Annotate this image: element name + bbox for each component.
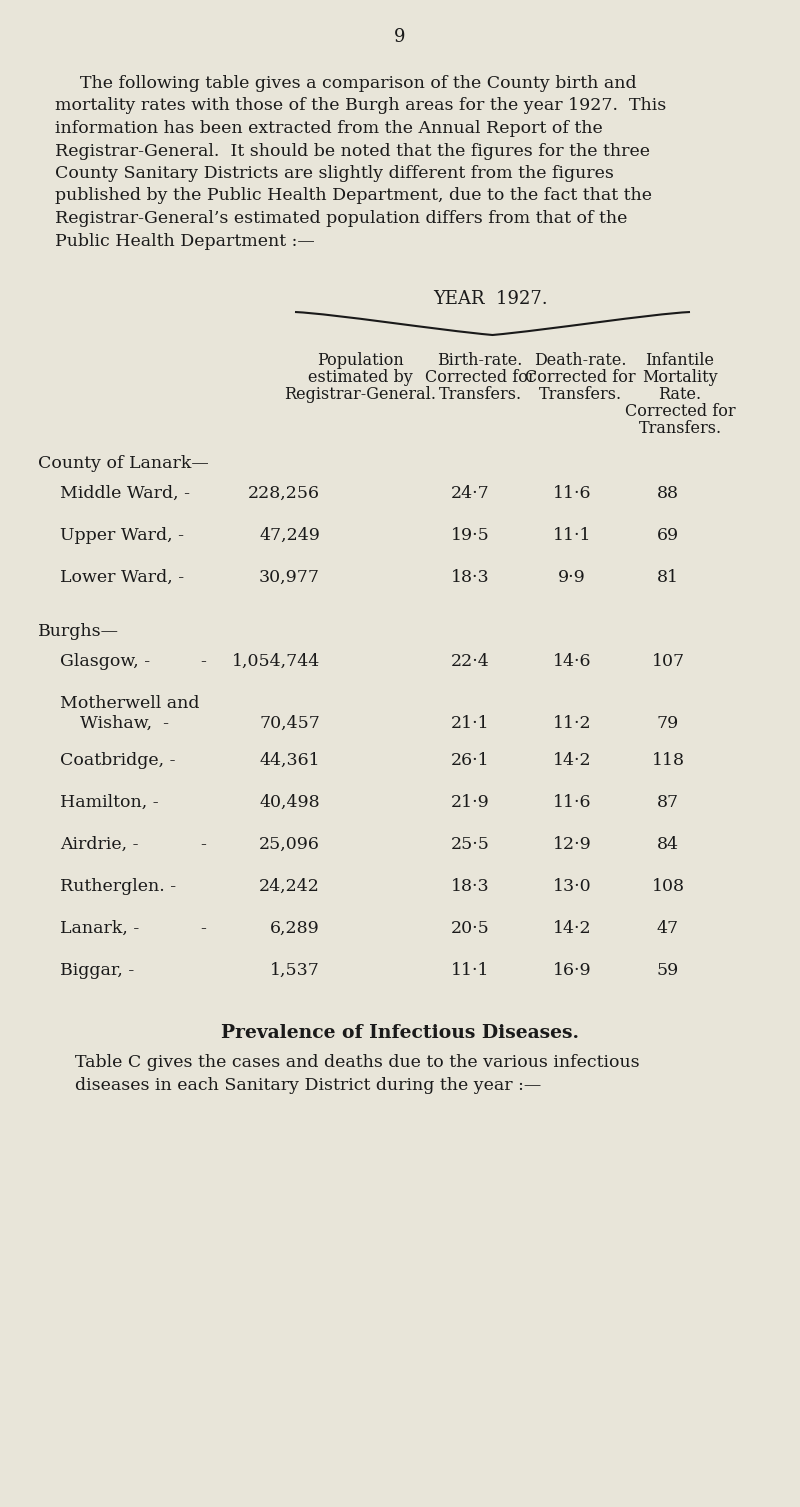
Text: Coatbridge, -: Coatbridge, - (60, 752, 175, 769)
Text: Wishaw,  -: Wishaw, - (80, 714, 169, 732)
Text: mortality rates with those of the Burgh areas for the year 1927.  This: mortality rates with those of the Burgh … (55, 98, 666, 115)
Text: Registrar-General.: Registrar-General. (284, 386, 436, 402)
Text: Corrected for: Corrected for (525, 369, 635, 386)
Text: Transfers.: Transfers. (438, 386, 522, 402)
Text: Lower Ward, -: Lower Ward, - (60, 570, 184, 586)
Text: 6,289: 6,289 (270, 919, 320, 937)
Text: 107: 107 (651, 653, 685, 671)
Text: 25·5: 25·5 (450, 836, 490, 853)
Text: 20·5: 20·5 (450, 919, 490, 937)
Text: Transfers.: Transfers. (638, 420, 722, 437)
Text: County Sanitary Districts are slightly different from the figures: County Sanitary Districts are slightly d… (55, 164, 614, 182)
Text: 14·6: 14·6 (553, 653, 591, 671)
Text: 81: 81 (657, 570, 679, 586)
Text: 11·6: 11·6 (553, 485, 591, 502)
Text: 14·2: 14·2 (553, 752, 591, 769)
Text: 70,457: 70,457 (259, 714, 320, 732)
Text: Infantile: Infantile (646, 353, 714, 369)
Text: 25,096: 25,096 (259, 836, 320, 853)
Text: 12·9: 12·9 (553, 836, 591, 853)
Text: 44,361: 44,361 (259, 752, 320, 769)
Text: 18·3: 18·3 (450, 570, 490, 586)
Text: 87: 87 (657, 794, 679, 811)
Text: Prevalence of Infectious Diseases.: Prevalence of Infectious Diseases. (221, 1023, 579, 1041)
Text: 1,537: 1,537 (270, 961, 320, 980)
Text: Corrected for: Corrected for (425, 369, 535, 386)
Text: The following table gives a comparison of the County birth and: The following table gives a comparison o… (80, 75, 637, 92)
Text: estimated by: estimated by (308, 369, 412, 386)
Text: Airdrie, -: Airdrie, - (60, 836, 138, 853)
Text: 108: 108 (651, 879, 685, 895)
Text: Glasgow, -: Glasgow, - (60, 653, 150, 671)
Text: 21·9: 21·9 (450, 794, 490, 811)
Text: Table C gives the cases and deaths due to the various infectious: Table C gives the cases and deaths due t… (75, 1053, 640, 1071)
Text: Mortality: Mortality (642, 369, 718, 386)
Text: 30,977: 30,977 (259, 570, 320, 586)
Text: 19·5: 19·5 (450, 527, 490, 544)
Text: 59: 59 (657, 961, 679, 980)
Text: 24·7: 24·7 (450, 485, 490, 502)
Text: Birth-rate.: Birth-rate. (438, 353, 522, 369)
Text: Biggar, -: Biggar, - (60, 961, 134, 980)
Text: Motherwell and: Motherwell and (60, 695, 199, 711)
Text: 79: 79 (657, 714, 679, 732)
Text: 11·1: 11·1 (450, 961, 490, 980)
Text: Rutherglen. -: Rutherglen. - (60, 879, 176, 895)
Text: 47,249: 47,249 (259, 527, 320, 544)
Text: 84: 84 (657, 836, 679, 853)
Text: 18·3: 18·3 (450, 879, 490, 895)
Text: -: - (200, 919, 206, 937)
Text: Public Health Department :—: Public Health Department :— (55, 232, 314, 250)
Text: 9·9: 9·9 (558, 570, 586, 586)
Text: Corrected for: Corrected for (625, 402, 735, 420)
Text: 228,256: 228,256 (248, 485, 320, 502)
Text: Burghs—: Burghs— (38, 622, 119, 640)
Text: diseases in each Sanitary District during the year :—: diseases in each Sanitary District durin… (75, 1076, 542, 1094)
Text: 47: 47 (657, 919, 679, 937)
Text: 88: 88 (657, 485, 679, 502)
Text: information has been extracted from the Annual Report of the: information has been extracted from the … (55, 121, 602, 137)
Text: Hamilton, -: Hamilton, - (60, 794, 158, 811)
Text: Lanark, -: Lanark, - (60, 919, 139, 937)
Text: Registrar-General’s estimated population differs from that of the: Registrar-General’s estimated population… (55, 209, 627, 228)
Text: 9: 9 (394, 29, 406, 47)
Text: 11·2: 11·2 (553, 714, 591, 732)
Text: 16·9: 16·9 (553, 961, 591, 980)
Text: 14·2: 14·2 (553, 919, 591, 937)
Text: Middle Ward, -: Middle Ward, - (60, 485, 190, 502)
Text: YEAR  1927.: YEAR 1927. (433, 289, 547, 307)
Text: 1,054,744: 1,054,744 (232, 653, 320, 671)
Text: 24,242: 24,242 (259, 879, 320, 895)
Text: Upper Ward, -: Upper Ward, - (60, 527, 184, 544)
Text: -: - (200, 653, 206, 671)
Text: Registrar-General.  It should be noted that the figures for the three: Registrar-General. It should be noted th… (55, 143, 650, 160)
Text: 69: 69 (657, 527, 679, 544)
Text: 22·4: 22·4 (450, 653, 490, 671)
Text: 13·0: 13·0 (553, 879, 591, 895)
Text: 40,498: 40,498 (259, 794, 320, 811)
Text: Population: Population (317, 353, 403, 369)
Text: -: - (200, 836, 206, 853)
Text: 21·1: 21·1 (450, 714, 490, 732)
Text: 118: 118 (651, 752, 685, 769)
Text: County of Lanark—: County of Lanark— (38, 455, 209, 472)
Text: 26·1: 26·1 (450, 752, 490, 769)
Text: Death-rate.: Death-rate. (534, 353, 626, 369)
Text: Rate.: Rate. (658, 386, 702, 402)
Text: Transfers.: Transfers. (538, 386, 622, 402)
Text: 11·1: 11·1 (553, 527, 591, 544)
Text: published by the Public Health Department, due to the fact that the: published by the Public Health Departmen… (55, 187, 652, 205)
Text: 11·6: 11·6 (553, 794, 591, 811)
